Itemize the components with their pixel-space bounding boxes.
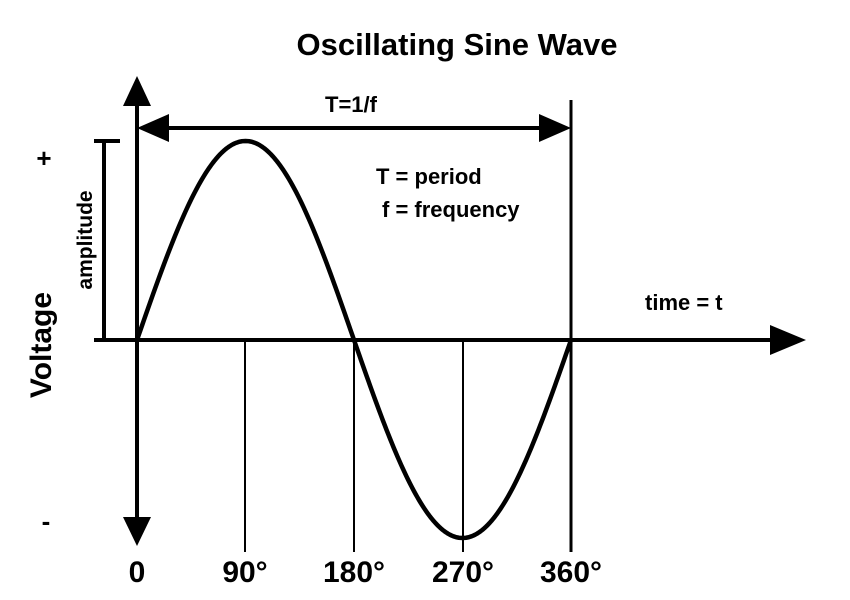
tick-label-180: 180° — [323, 556, 385, 589]
tick-label-0: 0 — [129, 556, 146, 589]
amplitude-label: amplitude — [74, 190, 97, 289]
time-axis-arrow — [770, 325, 806, 355]
period-arrow-left-head — [137, 114, 169, 142]
tick-label-270: 270° — [432, 556, 494, 589]
legend-period: T = period — [376, 164, 482, 189]
diagram-title: Oscillating Sine Wave — [296, 27, 617, 62]
period-formula-label: T=1/f — [325, 92, 378, 117]
time-axis-label: time = t — [645, 290, 723, 315]
voltage-label: Voltage — [25, 292, 58, 398]
tick-label-90: 90° — [222, 556, 267, 589]
period-arrow-right-head — [539, 114, 571, 142]
sine-wave-curve — [134, 138, 574, 541]
tick-label-360: 360° — [540, 556, 602, 589]
legend-frequency: f = frequency — [382, 197, 520, 222]
negative-sign: - — [42, 506, 51, 536]
voltage-axis-down-arrow — [123, 517, 151, 546]
positive-sign: + — [36, 143, 51, 173]
voltage-axis-up-arrow — [123, 76, 151, 106]
